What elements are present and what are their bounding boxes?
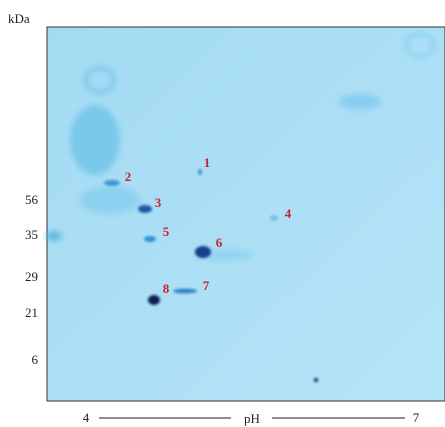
ph-label: pH bbox=[244, 411, 260, 426]
spot-label: 2 bbox=[125, 169, 132, 184]
marker-label: 35 bbox=[25, 227, 38, 242]
spot-label: 4 bbox=[285, 206, 292, 221]
spot-label: 7 bbox=[203, 278, 210, 293]
ph-end: 7 bbox=[413, 410, 420, 425]
spot-label: 3 bbox=[155, 195, 162, 210]
marker-label: 29 bbox=[25, 269, 38, 284]
spot-label: 5 bbox=[163, 224, 170, 239]
spot-label: 8 bbox=[163, 281, 170, 296]
y-axis-unit: kDa bbox=[8, 11, 30, 26]
spot-label: 1 bbox=[204, 155, 211, 170]
spot-label: 6 bbox=[216, 235, 223, 250]
gel bbox=[46, 26, 445, 402]
spots bbox=[104, 169, 318, 382]
marker-label: 6 bbox=[32, 352, 39, 367]
marker-label: 56 bbox=[25, 192, 39, 207]
ph-start: 4 bbox=[83, 410, 90, 425]
marker-label: 21 bbox=[25, 305, 38, 320]
